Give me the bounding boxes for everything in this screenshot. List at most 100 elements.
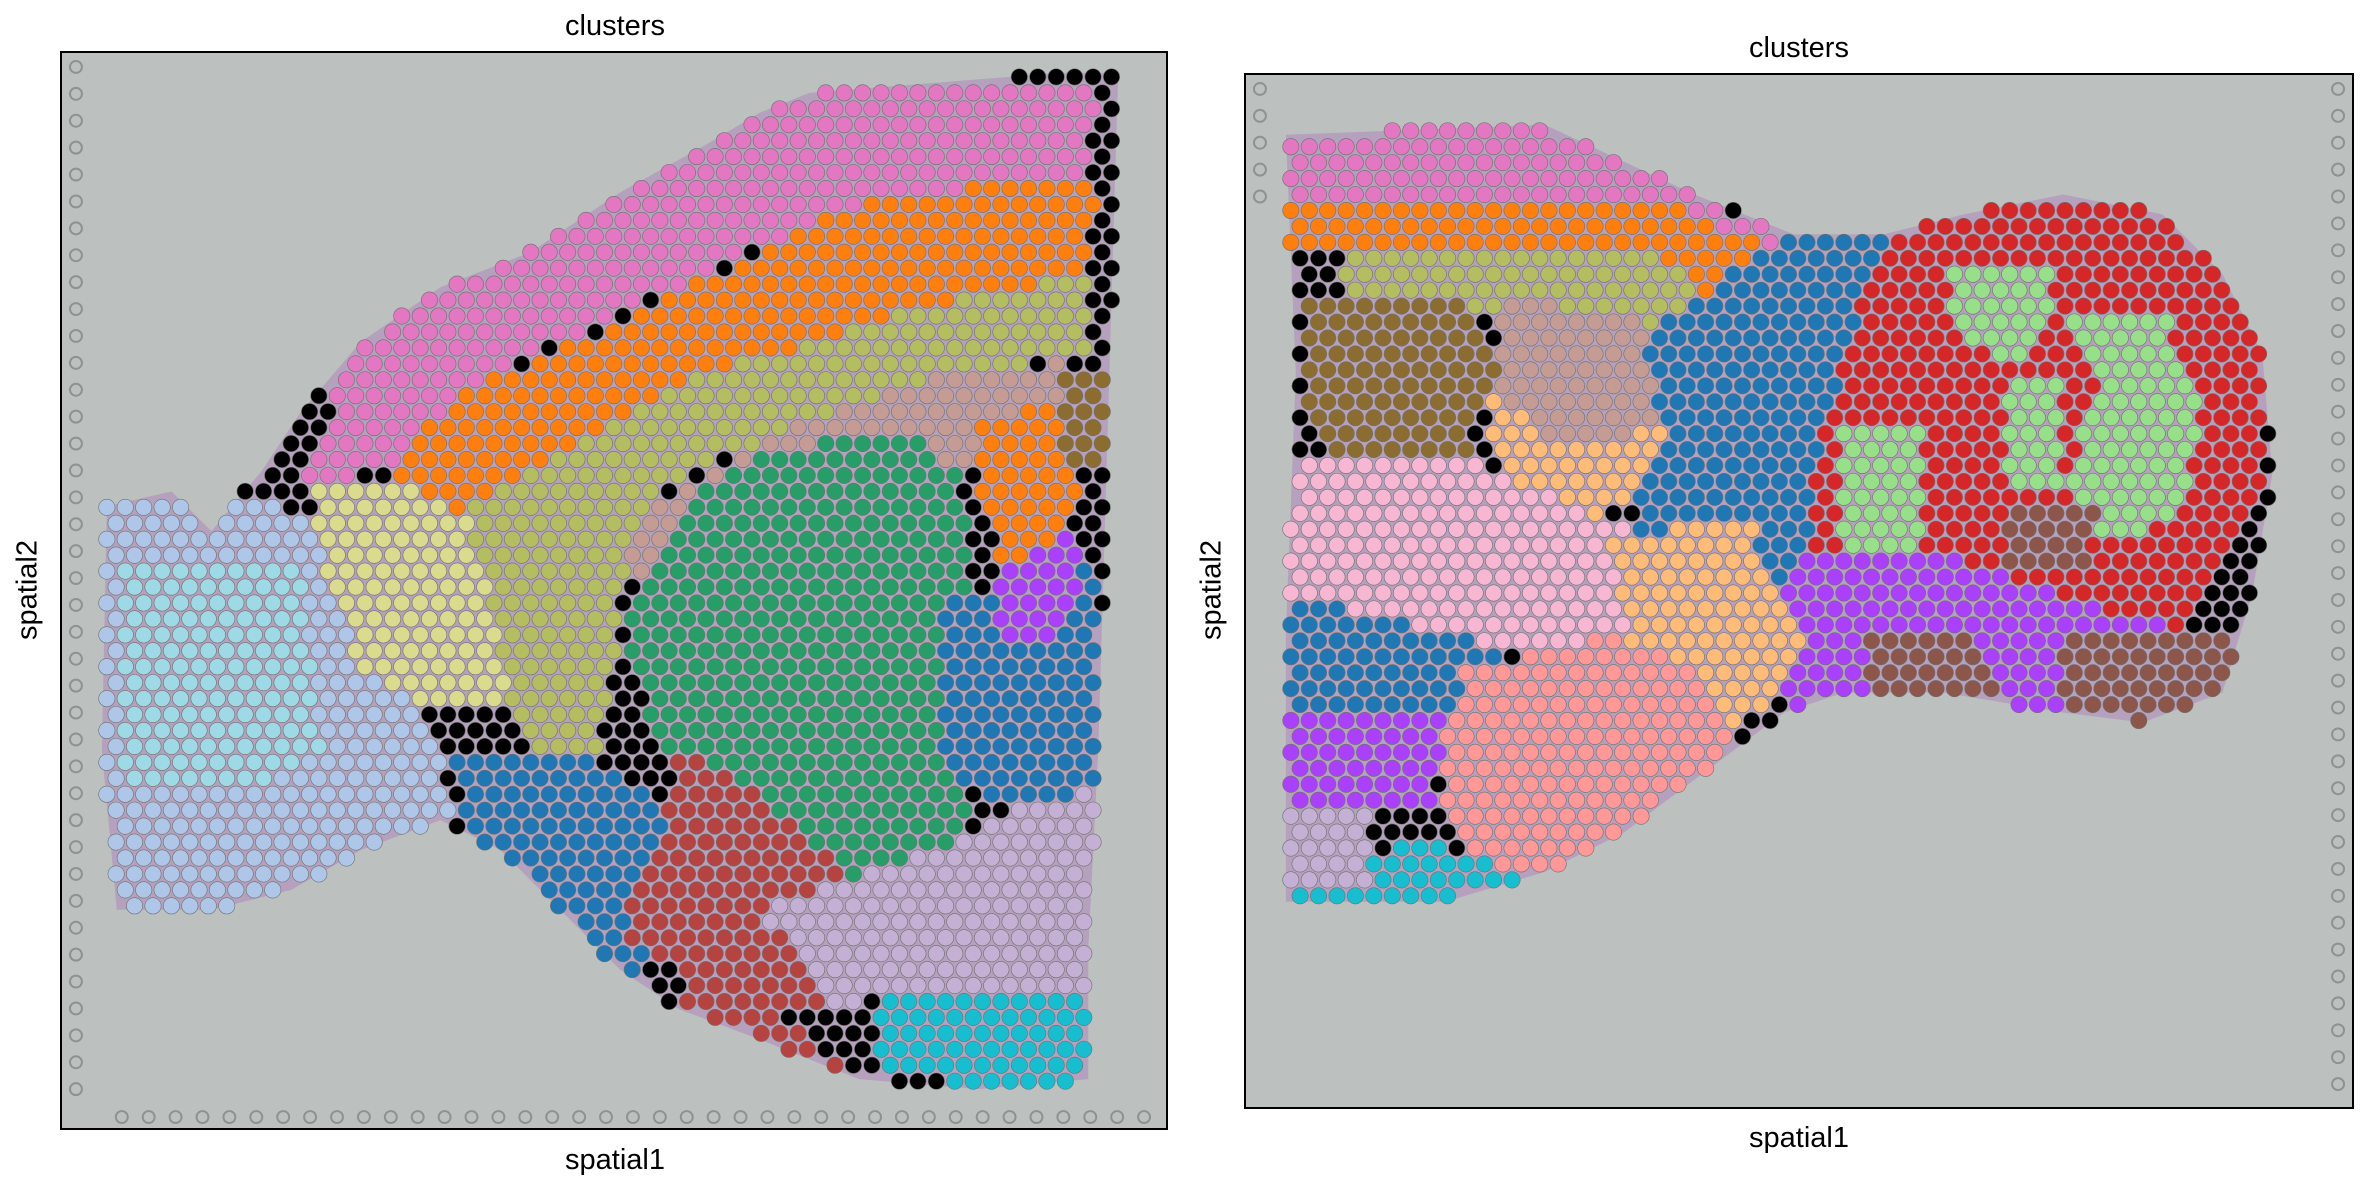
spot: [172, 562, 190, 580]
spot: [826, 1024, 844, 1042]
spot: [909, 435, 927, 453]
spot: [752, 897, 770, 915]
spot: [2240, 552, 2258, 570]
spot: [697, 419, 715, 437]
spot: [1439, 472, 1457, 490]
spot: [761, 562, 779, 580]
spot: [881, 769, 899, 787]
spot: [881, 833, 899, 851]
spot: [1734, 568, 1751, 586]
spot: [559, 626, 577, 644]
spot: [734, 578, 752, 596]
spot: [1084, 451, 1102, 468]
spot: [761, 180, 779, 197]
spot: [688, 371, 706, 389]
spot: [1770, 409, 1788, 427]
spot: [826, 674, 844, 692]
spot: [1743, 520, 1761, 538]
spot: [973, 833, 991, 851]
spot: [190, 690, 208, 708]
spot: [780, 690, 798, 708]
spot: [1494, 472, 1512, 490]
spot: [844, 929, 862, 947]
spot: [1586, 313, 1604, 331]
spot: [1586, 345, 1604, 363]
spot: [1337, 616, 1355, 634]
spot: [1623, 727, 1641, 745]
spot: [771, 737, 789, 755]
spot: [2176, 536, 2194, 554]
spot: [743, 148, 761, 166]
spot: [2194, 249, 2212, 267]
spot: [1660, 727, 1678, 745]
spot: [310, 674, 328, 692]
spot: [890, 626, 908, 644]
spot: [255, 706, 273, 724]
spot: [1540, 712, 1558, 729]
spot: [2176, 281, 2194, 299]
spot: [817, 180, 835, 197]
spot: [1383, 345, 1401, 363]
spot: [411, 339, 429, 357]
spot: [725, 466, 743, 484]
spot: [973, 737, 991, 755]
spot: [1605, 409, 1622, 427]
spot: [1734, 281, 1751, 299]
spot: [688, 913, 706, 931]
spot: [1337, 520, 1355, 538]
spot: [550, 801, 567, 819]
spot: [1927, 488, 1945, 506]
spot: [2130, 648, 2148, 666]
spot: [1853, 361, 1871, 379]
spot: [568, 610, 586, 628]
spot: [98, 594, 116, 612]
spot: [669, 785, 687, 803]
spot: [586, 769, 604, 787]
spot: [1531, 345, 1549, 363]
spot: [854, 435, 872, 453]
spot: [1494, 217, 1512, 235]
spot: [1365, 664, 1383, 682]
spot: [1568, 345, 1586, 363]
spot: [1020, 498, 1037, 516]
spot: [1439, 887, 1457, 905]
spot: [503, 722, 521, 739]
spot: [2065, 377, 2083, 395]
spot: [909, 403, 927, 421]
spot: [531, 451, 549, 468]
spot: [550, 642, 567, 660]
spot: [2167, 233, 2185, 251]
spot: [1964, 457, 1982, 474]
spot: [1558, 361, 1576, 379]
spot: [328, 642, 346, 660]
spot: [1291, 759, 1309, 777]
spot: [1485, 839, 1503, 857]
spot: [632, 498, 650, 516]
spot: [1020, 913, 1037, 931]
spot: [1522, 552, 1539, 570]
spot: [374, 722, 392, 739]
spot: [1503, 329, 1521, 347]
right-tissue-cluster-plot: [1252, 81, 2346, 1092]
spot: [439, 419, 457, 437]
spot: [1531, 504, 1549, 522]
spot: [494, 674, 512, 692]
spot: [1056, 498, 1074, 516]
spot: [1056, 658, 1074, 676]
spot: [1346, 536, 1364, 554]
spot: [2158, 409, 2175, 427]
spot: [826, 769, 844, 787]
spot: [706, 1008, 724, 1026]
spot: [642, 227, 660, 245]
spot: [1310, 696, 1328, 714]
spot: [1001, 371, 1019, 389]
spot: [568, 451, 586, 468]
spot: [1531, 855, 1549, 873]
spot: [1475, 664, 1493, 682]
spot: [688, 977, 706, 994]
spot: [1066, 1056, 1084, 1074]
spot: [2213, 377, 2231, 395]
spot: [1724, 233, 1742, 251]
spot: [2093, 552, 2111, 570]
spot: [614, 658, 632, 676]
